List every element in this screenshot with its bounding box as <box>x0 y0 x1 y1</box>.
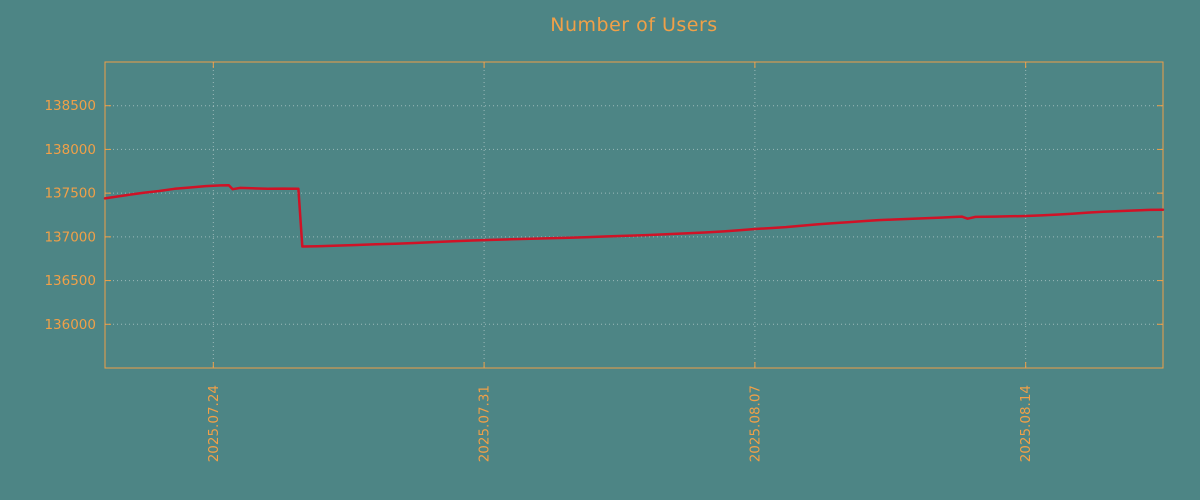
y-axis-tick-label: 136500 <box>44 273 96 289</box>
x-axis-tick-label: 2025.07.24 <box>206 385 222 462</box>
x-axis-tick-label: 2025.07.31 <box>477 385 493 462</box>
y-axis-tick-label: 137000 <box>44 229 96 245</box>
y-axis-tick-label: 136000 <box>44 317 96 333</box>
y-axis-tick-label: 138000 <box>44 142 96 158</box>
y-axis-tick-label: 137500 <box>44 186 96 202</box>
y-axis-tick-label: 138500 <box>44 98 96 114</box>
plot-border <box>104 61 1164 369</box>
x-axis-tick-label: 2025.08.14 <box>1018 385 1034 462</box>
x-axis-tick-label: 2025.08.07 <box>747 385 763 462</box>
chart-title: Number of Users <box>550 14 718 36</box>
data-line-users <box>103 184 1165 248</box>
